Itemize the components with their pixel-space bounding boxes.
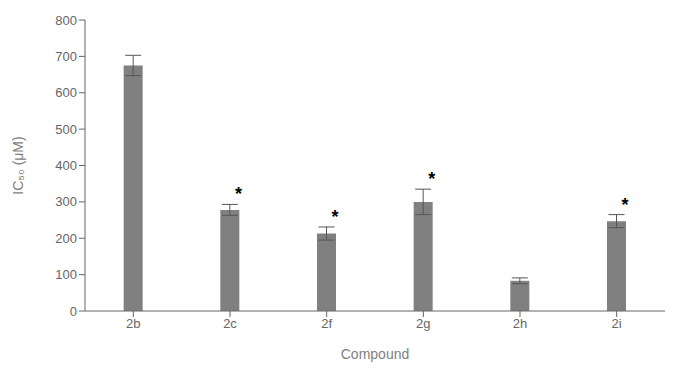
svg-text:500: 500 <box>55 122 77 137</box>
svg-text:2c: 2c <box>223 316 237 331</box>
svg-text:*: * <box>332 207 339 227</box>
svg-text:2i: 2i <box>612 316 622 331</box>
svg-text:2b: 2b <box>126 316 140 331</box>
svg-text:100: 100 <box>55 267 77 282</box>
svg-text:2g: 2g <box>416 316 430 331</box>
svg-text:700: 700 <box>55 49 77 64</box>
svg-text:2f: 2f <box>321 316 332 331</box>
svg-text:400: 400 <box>55 158 77 173</box>
svg-text:800: 800 <box>55 13 77 28</box>
svg-text:*: * <box>622 195 629 215</box>
svg-text:*: * <box>235 184 242 204</box>
svg-text:IC₅₀ (μM): IC₅₀ (μM) <box>10 136 26 194</box>
svg-text:200: 200 <box>55 231 77 246</box>
svg-text:600: 600 <box>55 85 77 100</box>
svg-text:*: * <box>428 169 435 189</box>
svg-text:0: 0 <box>70 304 77 319</box>
svg-text:2h: 2h <box>513 316 527 331</box>
svg-text:Compound: Compound <box>341 346 410 362</box>
svg-text:300: 300 <box>55 194 77 209</box>
